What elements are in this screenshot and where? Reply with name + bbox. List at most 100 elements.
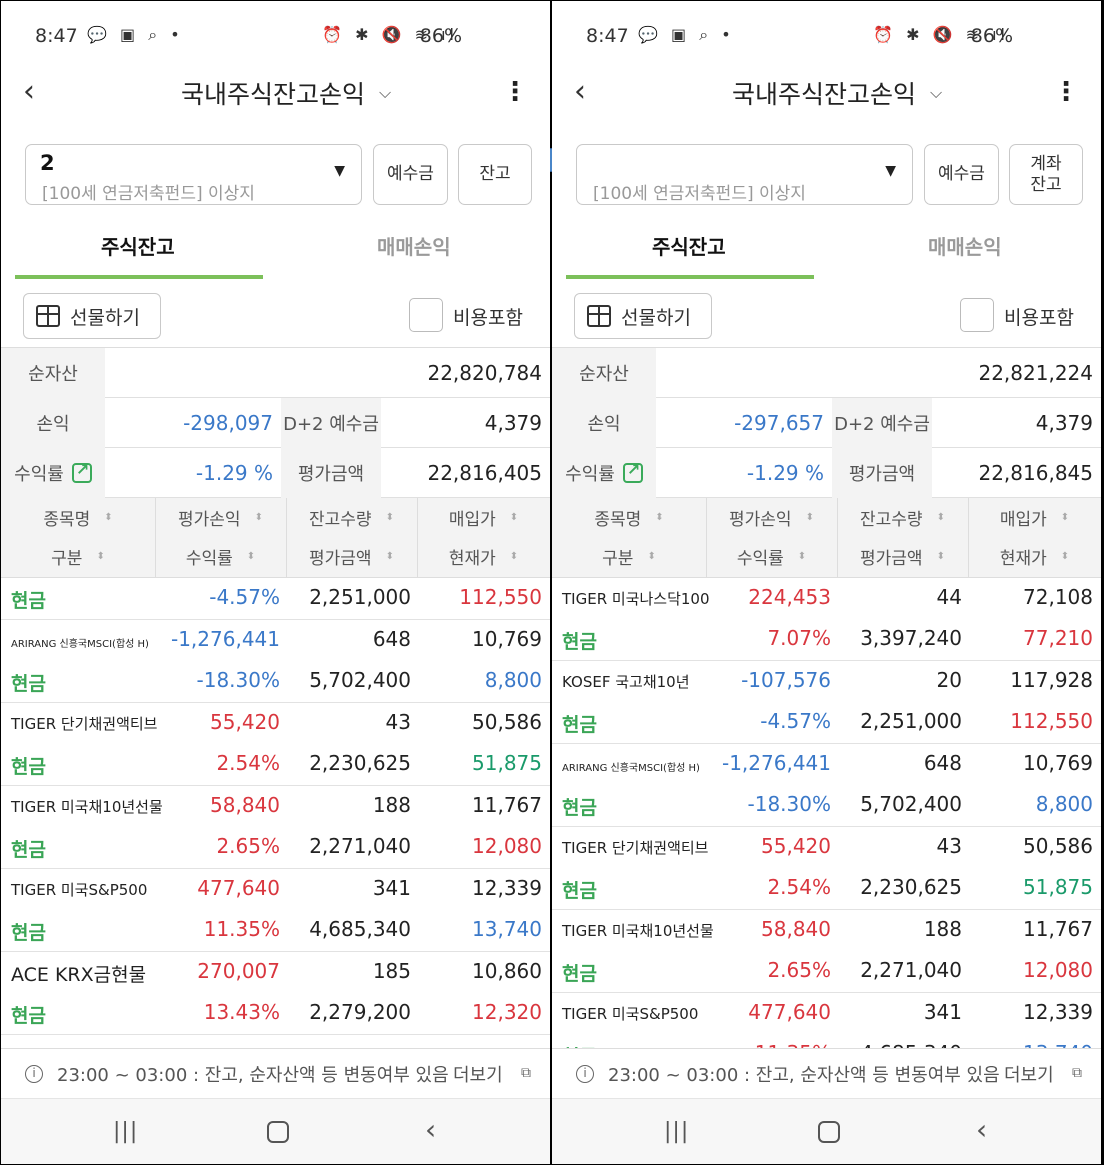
buy-price: 11,767 xyxy=(472,792,542,817)
header-rate[interactable]: 수익률 ⬍ xyxy=(736,548,807,569)
account-balance-button[interactable]: 계좌 잔고 xyxy=(1009,144,1083,205)
header-stock-name[interactable]: 종목명 ⬍ xyxy=(43,509,113,530)
account-select[interactable]: [100세 연금저축펀드] 이상지 ▼ xyxy=(576,144,913,205)
table-row[interactable]: KOSEF 국고채10년 현금 -107,576 20 117,928 -4.5… xyxy=(1,578,550,620)
home-icon[interactable] xyxy=(267,1121,289,1143)
home-icon[interactable] xyxy=(818,1121,840,1143)
stock-type: 현금 xyxy=(11,1004,46,1027)
table-row[interactable]: TIGER 미국S&P500 현금 477,640 341 12,339 11.… xyxy=(1,869,550,952)
net-asset-label: 순자산 xyxy=(552,348,656,398)
header-eval-amount[interactable]: 평가금액 ⬍ xyxy=(860,548,945,569)
tab-trade-pnl[interactable]: 매매손익 xyxy=(377,235,451,259)
header-qty[interactable]: 잔고수량 ⬍ xyxy=(309,509,394,530)
system-back-icon[interactable]: ‹ xyxy=(425,1113,437,1146)
header-buy-price[interactable]: 매입가 ⬍ xyxy=(999,509,1070,530)
stock-name: ARIRANG 신흥국MSCI(합성 H) xyxy=(11,638,149,650)
recent-apps-icon[interactable]: ||| xyxy=(664,1119,690,1144)
table-row[interactable]: TIGER 단기채권액티브 현금 55,420 43 50,586 2.54% … xyxy=(1,703,550,786)
fee-include-checkbox[interactable] xyxy=(960,298,994,332)
more-link[interactable]: 더보기 xyxy=(1004,1065,1054,1086)
rate-label[interactable]: 수익률 xyxy=(1,448,105,498)
more-menu-icon[interactable]: ⋮ xyxy=(1053,77,1079,107)
holdings-list[interactable]: TIGER 미국나스닥100 현금 224,453 44 72,108 7.07… xyxy=(552,578,1101,1048)
header-rate[interactable]: 수익률 ⬍ xyxy=(185,548,256,569)
stock-name: TIGER 단기채권액티브 xyxy=(562,839,709,857)
current-price: 51,875 xyxy=(1023,875,1093,899)
table-row[interactable]: TIGER 미국S&P500 현금 477,640 341 12,339 11.… xyxy=(552,993,1101,1048)
page-title[interactable]: 국내주식잔고손익 xyxy=(181,80,366,109)
return-rate: -4.57% xyxy=(760,709,831,733)
external-link-icon[interactable]: ⧉ xyxy=(1072,1065,1082,1081)
header-current-price[interactable]: 현재가 ⬍ xyxy=(448,548,519,569)
table-row[interactable]: ARIRANG 신흥국MSCI(합성 H) 현금 -1,276,441 648 … xyxy=(1,620,550,703)
tab-stock-balance[interactable]: 주식잔고 xyxy=(101,235,175,259)
sort-icon: ⬍ xyxy=(655,511,664,523)
rate-label-text: 수익률 xyxy=(14,464,64,485)
account-select[interactable]: 2 [100세 연금저축펀드] 이상지 ▼ xyxy=(25,144,362,205)
chevron-down-icon[interactable]: ⌵ xyxy=(930,83,943,102)
eval-pnl: 224,453 xyxy=(748,585,831,609)
header-qty[interactable]: 잔고수량 ⬍ xyxy=(860,509,945,530)
pnl-label: 손익 xyxy=(552,398,656,448)
tab-trade-pnl[interactable]: 매매손익 xyxy=(928,235,1002,259)
sort-icon: ⬍ xyxy=(936,511,945,523)
recent-apps-icon[interactable]: ||| xyxy=(113,1119,139,1144)
header-eval-pnl[interactable]: 평가손익 ⬍ xyxy=(178,509,263,530)
return-rate: 13.43% xyxy=(203,999,280,1024)
summary-row-rate: 수익률 -1.29 % 평가금액 22,816,405 xyxy=(1,448,550,498)
table-row[interactable]: ARIRANG 신흥국MSCI(합성 H) 현금 -1,276,441 648 … xyxy=(552,744,1101,827)
back-icon[interactable]: ‹ xyxy=(574,74,586,109)
deposit-button[interactable]: 예수금 xyxy=(924,144,999,205)
stock-name: ACE KRX금현물 xyxy=(11,963,147,986)
more-link[interactable]: 더보기 xyxy=(453,1065,503,1086)
table-row[interactable]: TIGER 미국채10년선물 현금 58,840 188 11,767 2.65… xyxy=(552,910,1101,993)
external-link-icon[interactable] xyxy=(71,460,92,483)
header-eval-pnl[interactable]: 평가손익 ⬍ xyxy=(729,509,814,530)
account-balance-button[interactable]: 잔고 xyxy=(458,144,532,205)
eval-amount-value: 22,816,405 xyxy=(427,461,542,485)
holding-qty: 43 xyxy=(385,709,411,734)
table-row[interactable]: KOSEF 국고채10년 현금 -107,576 20 117,928 -4.5… xyxy=(552,661,1101,744)
table-row[interactable]: TIGER 단기채권액티브 현금 55,420 43 50,586 2.54% … xyxy=(552,827,1101,910)
holdings-list[interactable]: KOSEF 국고채10년 현금 -107,576 20 117,928 -4.5… xyxy=(1,578,550,1048)
header-stock-name[interactable]: 종목명 ⬍ xyxy=(594,509,664,530)
app-bar: ‹ 국내주식잔고손익 ⌵ ⋮ xyxy=(1,71,550,117)
header-type[interactable]: 구분 ⬍ xyxy=(51,548,105,569)
status-bar: 8:47 💬 ▣ ⌕ • ⏰ ✱ 🔇 ≋ ıl 86% xyxy=(1,1,550,71)
header-type[interactable]: 구분 ⬍ xyxy=(602,548,656,569)
header-buy-price[interactable]: 매입가 ⬍ xyxy=(448,509,519,530)
info-icon: i xyxy=(576,1065,594,1083)
more-menu-icon[interactable]: ⋮ xyxy=(502,77,528,107)
sort-icon: ⬍ xyxy=(385,511,394,523)
external-link-icon[interactable] xyxy=(622,460,643,483)
rate-value: -1.29 % xyxy=(746,461,824,485)
header-eval-amount[interactable]: 평가금액 ⬍ xyxy=(309,548,394,569)
table-row[interactable]: TIGER 미국나스닥100 현금 224,453 44 72,108 7.07… xyxy=(552,578,1101,661)
fee-include-label: 비용포함 xyxy=(453,307,523,329)
table-row[interactable]: ACE KRX금현물 현금 270,007 185 10,860 13.43% … xyxy=(1,952,550,1035)
holding-qty: 44 xyxy=(936,585,962,609)
fee-include-label: 비용포함 xyxy=(1004,307,1074,329)
chevron-down-icon[interactable]: ⌵ xyxy=(379,83,392,102)
fee-include-checkbox[interactable] xyxy=(409,298,443,332)
system-back-icon[interactable]: ‹ xyxy=(976,1113,988,1146)
buy-price: 10,769 xyxy=(1023,751,1093,775)
eval-amount: 2,279,200 xyxy=(309,999,411,1024)
rate-label[interactable]: 수익률 xyxy=(552,448,656,498)
page-title[interactable]: 국내주식잔고손익 xyxy=(732,80,917,109)
active-tab-indicator xyxy=(566,275,814,279)
back-icon[interactable]: ‹ xyxy=(23,74,35,109)
external-link-icon[interactable]: ⧉ xyxy=(521,1065,531,1081)
rate-label-text: 수익률 xyxy=(565,464,615,485)
deposit-button[interactable]: 예수금 xyxy=(373,144,448,205)
gift-button[interactable]: 선물하기 xyxy=(574,293,712,339)
eval-amount-label: 평가금액 xyxy=(281,448,381,498)
header-current-price[interactable]: 현재가 ⬍ xyxy=(999,548,1070,569)
table-row[interactable]: TIGER 미국채10년선물 현금 58,840 188 11,767 2.65… xyxy=(1,786,550,869)
return-rate: 11.35% xyxy=(203,916,280,941)
stock-name: TIGER 미국채10년선물 xyxy=(562,922,714,940)
tab-stock-balance[interactable]: 주식잔고 xyxy=(652,235,726,259)
stock-type: 현금 xyxy=(562,880,597,902)
gift-button[interactable]: 선물하기 xyxy=(23,293,161,339)
info-bar: i 23:00 ~ 03:00 : 잔고, 순자산액 등 변동여부 있음 더보기… xyxy=(552,1048,1101,1098)
